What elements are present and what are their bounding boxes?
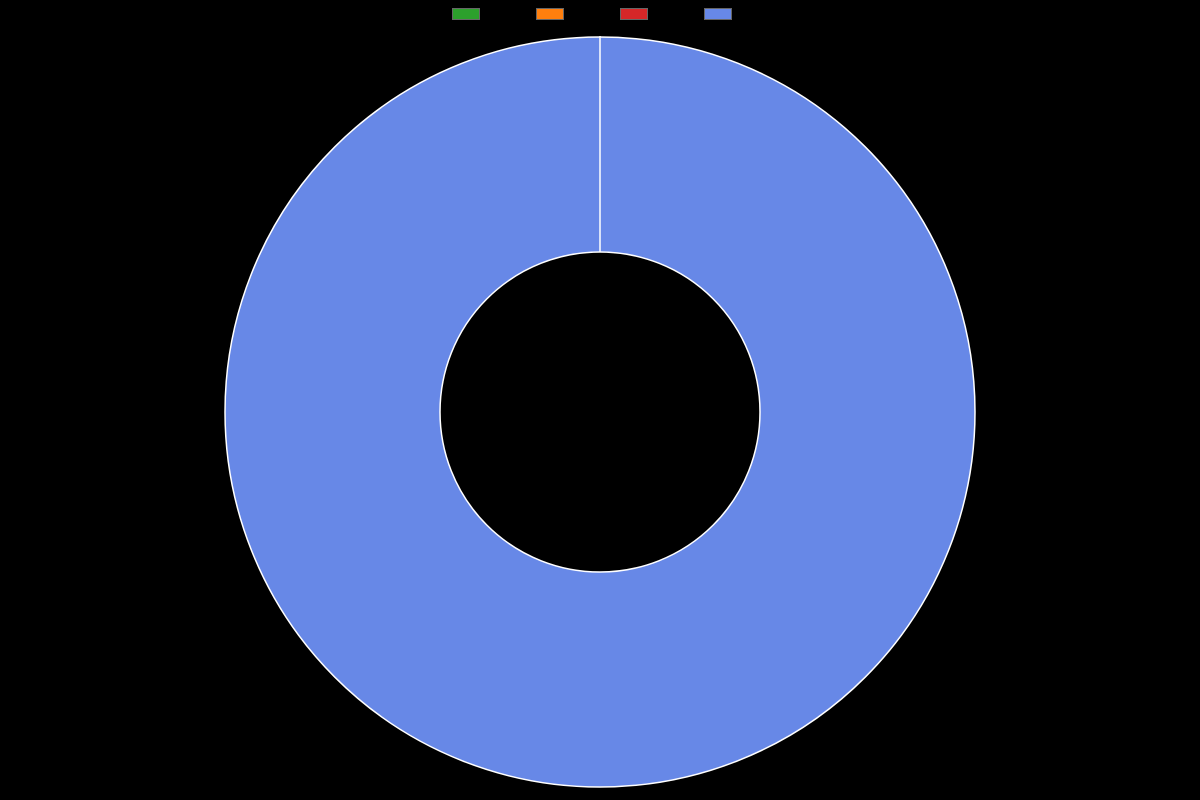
- chart-legend: [452, 8, 748, 20]
- legend-swatch-2: [620, 8, 648, 20]
- legend-swatch-1: [536, 8, 564, 20]
- legend-item-3: [704, 8, 748, 20]
- legend-swatch-0: [452, 8, 480, 20]
- donut-chart-container: [0, 24, 1200, 800]
- legend-item-0: [452, 8, 496, 20]
- legend-item-2: [620, 8, 664, 20]
- donut-chart: [0, 24, 1200, 800]
- legend-item-1: [536, 8, 580, 20]
- legend-swatch-3: [704, 8, 732, 20]
